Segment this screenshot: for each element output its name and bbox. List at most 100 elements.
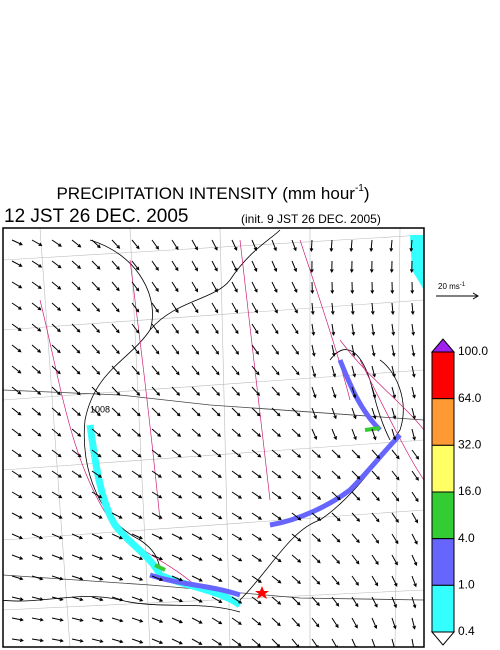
wind-arrow bbox=[131, 302, 140, 313]
wind-scale-text: 20 ms bbox=[438, 282, 460, 291]
colorbar-band bbox=[431, 538, 455, 586]
wind-arrow bbox=[31, 617, 44, 622]
wind-arrow bbox=[411, 428, 416, 441]
wind-arrow bbox=[171, 407, 181, 417]
wind-arrow bbox=[371, 554, 379, 566]
wind-arrow bbox=[171, 554, 183, 561]
wind-arrow bbox=[251, 596, 262, 605]
wind-arrow bbox=[411, 470, 419, 481]
wind-arrow bbox=[71, 575, 84, 581]
wind-arrow bbox=[71, 386, 81, 396]
wind-arrow bbox=[271, 512, 282, 521]
wind-arrow bbox=[231, 470, 242, 479]
wind-arrow bbox=[151, 239, 159, 250]
wind-arrow bbox=[211, 428, 222, 437]
wind-arrow bbox=[331, 428, 337, 441]
map-frame bbox=[2, 227, 425, 648]
wind-arrow bbox=[171, 428, 182, 437]
wind-arrow bbox=[311, 617, 320, 628]
wind-arrow bbox=[91, 239, 101, 249]
wind-arrow bbox=[11, 260, 23, 267]
station-marker bbox=[255, 586, 269, 599]
wind-arrow bbox=[231, 449, 242, 458]
wind-arrow bbox=[331, 596, 340, 607]
wind-arrow bbox=[271, 491, 282, 500]
wind-arrow bbox=[51, 239, 62, 247]
wind-arrow bbox=[31, 365, 42, 374]
wind-arrow bbox=[271, 596, 282, 605]
wind-arrow bbox=[291, 512, 302, 521]
wind-arrow bbox=[151, 281, 159, 292]
wind-arrow bbox=[91, 470, 102, 478]
wind-arrow bbox=[11, 428, 22, 437]
wind-arrow bbox=[51, 617, 64, 622]
wind-arrow bbox=[91, 344, 101, 354]
map: 1008 bbox=[2, 227, 425, 648]
wind-arrow bbox=[371, 638, 377, 647]
wind-arrow bbox=[11, 470, 23, 478]
wind-arrow bbox=[389, 239, 394, 252]
wind-arrow bbox=[351, 344, 356, 357]
wind-arrow bbox=[271, 428, 281, 438]
wind-arrow bbox=[211, 533, 223, 540]
wind-arrow bbox=[311, 470, 322, 479]
wind-arrow bbox=[251, 554, 263, 562]
wind-arrow bbox=[151, 323, 160, 334]
colorbar-band bbox=[431, 398, 455, 446]
wind-arrow bbox=[311, 386, 317, 399]
wind-arrow bbox=[111, 386, 121, 396]
wind-arrow bbox=[411, 365, 416, 378]
wind-arrow bbox=[211, 470, 222, 478]
wind-arrow bbox=[191, 281, 199, 293]
wind-arrow bbox=[11, 575, 24, 581]
wind-arrow bbox=[351, 428, 357, 441]
wind-scale-arrow bbox=[436, 292, 479, 300]
wind-arrow bbox=[330, 302, 335, 315]
wind-arrow bbox=[71, 260, 82, 269]
wind-arrow bbox=[191, 554, 203, 561]
colorbar-label: 0.4 bbox=[458, 624, 475, 638]
wind-arrow bbox=[291, 533, 302, 542]
wind-arrow bbox=[131, 554, 144, 561]
wind-arrow bbox=[191, 533, 203, 540]
colorbar-band bbox=[431, 351, 455, 400]
wind-arrow bbox=[291, 260, 298, 273]
wind-arrow bbox=[11, 323, 22, 332]
wind-arrow bbox=[131, 281, 140, 292]
wind-arrow bbox=[31, 386, 42, 395]
wind-arrow bbox=[231, 575, 243, 583]
wind-arrow bbox=[111, 596, 124, 602]
wind-arrow bbox=[310, 302, 315, 315]
wind-arrow bbox=[411, 491, 419, 503]
wind-arrow bbox=[391, 596, 397, 609]
wind-arrow bbox=[11, 449, 22, 457]
wind-arrow bbox=[111, 428, 122, 437]
wind-arrow bbox=[351, 323, 356, 336]
wind-arrow bbox=[111, 239, 121, 249]
wind-arrow bbox=[91, 428, 102, 437]
wind-arrow bbox=[331, 470, 341, 480]
wind-arrow bbox=[131, 638, 144, 644]
wind-arrow bbox=[191, 617, 203, 624]
wind-arrow bbox=[31, 638, 44, 643]
wind-arrow bbox=[351, 554, 360, 565]
wind-arrow bbox=[171, 449, 182, 458]
wind-arrow bbox=[131, 470, 142, 478]
wind-arrow bbox=[391, 386, 397, 399]
wind-arrow bbox=[411, 386, 416, 399]
wind-arrow bbox=[271, 533, 282, 542]
wind-arrow bbox=[331, 386, 337, 399]
wind-arrow bbox=[351, 617, 358, 629]
title-close: ) bbox=[364, 184, 370, 203]
wind-arrow bbox=[91, 512, 103, 519]
wind-arrow bbox=[191, 575, 203, 582]
wind-arrow bbox=[71, 365, 81, 375]
wind-arrow bbox=[111, 365, 120, 376]
wind-arrow bbox=[291, 596, 301, 606]
title: PRECIPITATION INTENSITY (mm hour-1) bbox=[56, 183, 369, 204]
wind-arrow bbox=[211, 575, 223, 582]
wind-arrow bbox=[211, 512, 223, 520]
wind-arrow bbox=[231, 428, 242, 437]
wind-arrow bbox=[91, 491, 103, 499]
